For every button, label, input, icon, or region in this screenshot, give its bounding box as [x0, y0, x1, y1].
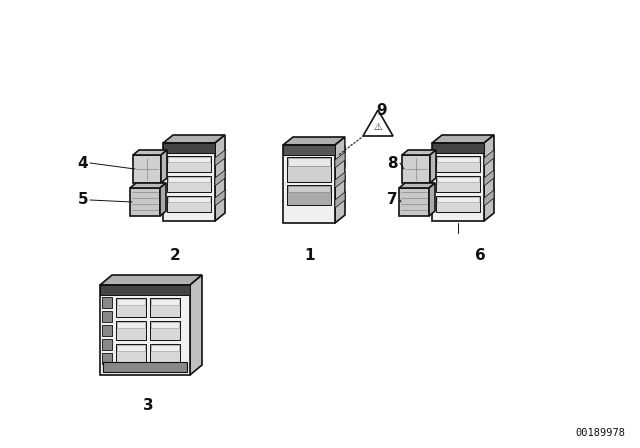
Polygon shape	[335, 192, 345, 208]
Bar	[116, 344, 146, 363]
Bar	[102, 325, 112, 336]
Bar	[287, 185, 331, 205]
Bar	[436, 196, 480, 212]
Polygon shape	[432, 143, 484, 153]
Polygon shape	[399, 183, 435, 188]
Bar	[150, 298, 180, 317]
Bar	[151, 299, 179, 305]
Bar	[117, 299, 145, 305]
Bar	[437, 157, 479, 162]
Bar	[167, 156, 211, 172]
Polygon shape	[335, 137, 345, 223]
Polygon shape	[399, 188, 429, 216]
Polygon shape	[163, 135, 225, 143]
Polygon shape	[100, 275, 202, 285]
Polygon shape	[133, 150, 167, 155]
Bar	[437, 197, 479, 202]
Polygon shape	[283, 145, 335, 155]
Bar	[436, 156, 480, 172]
Polygon shape	[484, 190, 494, 206]
Polygon shape	[432, 135, 494, 143]
Bar	[150, 344, 180, 363]
Polygon shape	[432, 143, 484, 221]
Bar	[150, 321, 180, 340]
Text: 6: 6	[475, 248, 485, 263]
Text: 3: 3	[143, 398, 154, 413]
Bar	[117, 345, 145, 351]
Polygon shape	[215, 170, 225, 186]
Bar	[103, 362, 187, 372]
Polygon shape	[484, 170, 494, 186]
Text: 1: 1	[305, 248, 316, 263]
Bar	[151, 345, 179, 351]
Polygon shape	[130, 188, 160, 216]
Polygon shape	[283, 137, 345, 145]
Bar	[168, 197, 210, 202]
Polygon shape	[429, 183, 435, 216]
Bar	[288, 158, 330, 166]
Bar	[117, 322, 145, 328]
Text: 00189978: 00189978	[575, 428, 625, 438]
Polygon shape	[160, 183, 166, 216]
Polygon shape	[163, 143, 215, 153]
Bar	[102, 339, 112, 350]
Polygon shape	[190, 275, 202, 375]
Bar	[116, 321, 146, 340]
Bar	[151, 322, 179, 328]
Polygon shape	[430, 150, 436, 183]
Polygon shape	[335, 172, 345, 188]
Polygon shape	[484, 150, 494, 166]
Polygon shape	[161, 150, 167, 183]
Bar	[436, 176, 480, 192]
Bar	[102, 353, 112, 364]
Bar	[437, 177, 479, 182]
Bar	[116, 298, 146, 317]
Polygon shape	[402, 155, 430, 183]
Text: 8: 8	[387, 155, 398, 171]
Text: ⚠: ⚠	[374, 122, 382, 132]
Polygon shape	[484, 135, 494, 221]
Polygon shape	[130, 183, 166, 188]
Bar	[287, 157, 331, 182]
Text: 7: 7	[387, 193, 398, 207]
Text: 5: 5	[77, 193, 88, 207]
Polygon shape	[163, 143, 215, 221]
Polygon shape	[215, 135, 225, 221]
Polygon shape	[100, 285, 190, 295]
Bar	[102, 297, 112, 308]
Bar	[167, 176, 211, 192]
Bar	[102, 311, 112, 322]
Polygon shape	[402, 150, 436, 155]
Polygon shape	[133, 155, 161, 183]
Polygon shape	[283, 145, 335, 223]
Polygon shape	[363, 110, 393, 136]
Polygon shape	[215, 150, 225, 166]
Text: 4: 4	[77, 155, 88, 171]
Polygon shape	[335, 152, 345, 168]
Bar	[168, 157, 210, 162]
Text: 9: 9	[376, 103, 387, 118]
Bar	[168, 177, 210, 182]
Text: 2: 2	[170, 248, 180, 263]
Bar	[288, 186, 330, 192]
Polygon shape	[100, 285, 190, 375]
Bar	[167, 196, 211, 212]
Polygon shape	[215, 190, 225, 206]
